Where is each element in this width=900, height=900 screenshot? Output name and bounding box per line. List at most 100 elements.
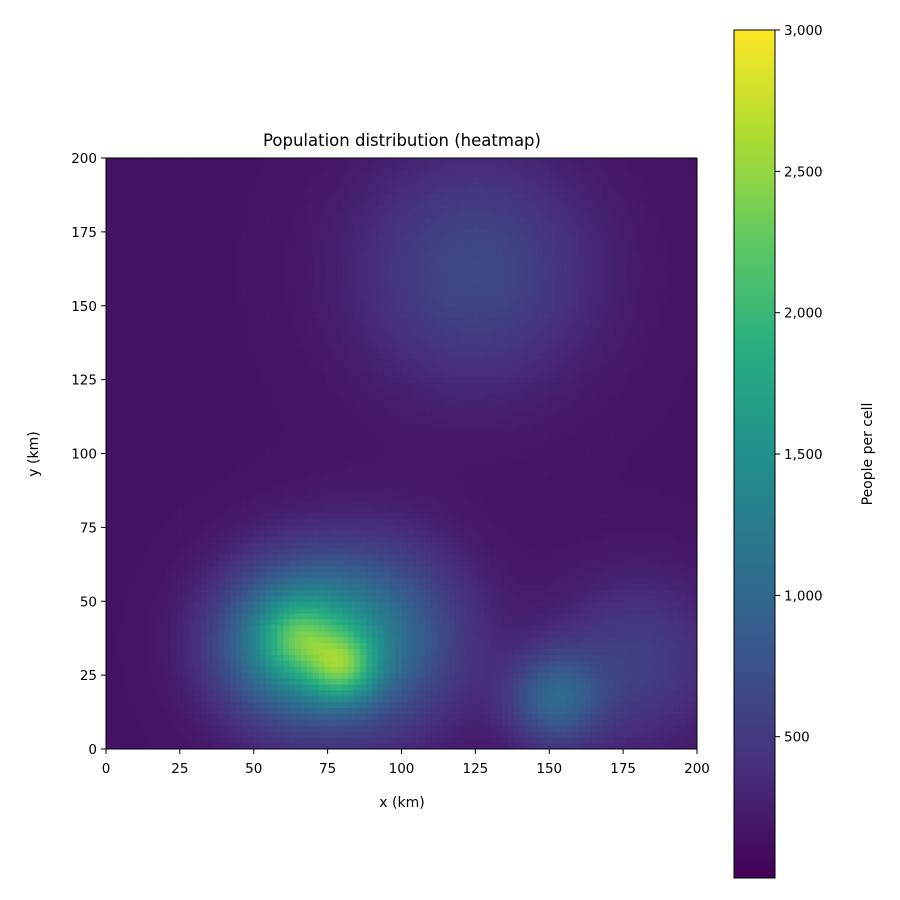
heatmap-cell [425, 571, 432, 579]
heatmap-cell [673, 713, 680, 720]
heatmap-cell [301, 725, 308, 732]
heatmap-cell [306, 678, 314, 685]
heatmap-cell [259, 565, 267, 573]
heatmap-cell [212, 701, 219, 709]
heatmap-cell [425, 678, 432, 685]
heatmap-cell [171, 636, 178, 644]
heatmap-cell [283, 565, 290, 573]
heatmap-cell [525, 518, 533, 525]
heatmap-cell [366, 636, 373, 644]
heatmap-cell [543, 589, 550, 596]
heatmap-cell [159, 618, 166, 626]
heatmap-cell [176, 453, 184, 460]
heatmap-cell [342, 666, 349, 673]
heatmap-cell [106, 648, 113, 655]
heatmap-cell [165, 731, 172, 738]
heatmap-cell [141, 548, 148, 555]
heatmap-cell [218, 695, 225, 703]
heatmap-cell [590, 743, 598, 750]
heatmap-cell [236, 601, 243, 608]
heatmap-cell [496, 642, 503, 650]
heatmap-cell [336, 613, 343, 620]
heatmap-cell [484, 743, 491, 750]
heatmap-cell [484, 559, 491, 567]
heatmap-cell [466, 642, 473, 650]
heatmap-cell [354, 577, 361, 585]
heatmap-cell [649, 465, 657, 472]
heatmap-cell [389, 683, 397, 691]
heatmap-cell [277, 500, 284, 508]
heatmap-cell [667, 737, 674, 744]
heatmap-cell [324, 613, 332, 620]
heatmap-cell [194, 553, 202, 561]
heatmap-cell [366, 737, 373, 744]
heatmap-cell [129, 642, 137, 650]
heatmap-cell [389, 695, 397, 703]
heatmap-cell [667, 494, 674, 502]
heatmap-cell [608, 654, 615, 661]
heatmap-cell [194, 719, 202, 726]
heatmap-cell [259, 483, 267, 490]
heatmap-cell [135, 601, 142, 608]
heatmap-cell [667, 577, 674, 585]
heatmap-cell [117, 678, 125, 685]
heatmap-cell [685, 465, 692, 472]
heatmap-cell [631, 660, 639, 667]
heatmap-cell [247, 465, 255, 472]
heatmap-cell [135, 695, 142, 703]
heatmap-cell [496, 471, 503, 478]
heatmap-cell [354, 542, 361, 549]
heatmap-cell [460, 494, 468, 502]
heatmap-cell [413, 536, 420, 543]
heatmap-cell [171, 542, 178, 549]
heatmap-cell [637, 512, 645, 520]
heatmap-cell [655, 536, 663, 543]
heatmap-cell [389, 607, 397, 614]
heatmap-cell [608, 542, 615, 549]
heatmap-cell [295, 483, 302, 490]
heatmap-cell [330, 607, 337, 614]
heatmap-cell [218, 453, 225, 460]
heatmap-cell [531, 553, 538, 561]
heatmap-cell [165, 536, 172, 543]
heatmap-cell [182, 548, 190, 555]
heatmap-cell [395, 536, 402, 543]
heatmap-cell [182, 683, 190, 691]
heatmap-cell [194, 571, 202, 579]
heatmap-cell [141, 678, 148, 685]
heatmap-cell [685, 494, 692, 502]
heatmap-cell [685, 548, 692, 555]
heatmap-cell [165, 577, 172, 585]
heatmap-cell [685, 583, 692, 590]
heatmap-cell [484, 453, 491, 460]
heatmap-cell [306, 743, 314, 750]
heatmap-cell [460, 583, 468, 590]
heatmap-cell [501, 695, 509, 703]
heatmap-cell [389, 536, 397, 543]
heatmap-cell [212, 601, 219, 608]
heatmap-cell [655, 577, 663, 585]
heatmap-cell [614, 500, 621, 508]
heatmap-cell [224, 512, 231, 520]
heatmap-cell [525, 719, 533, 726]
heatmap-cell [531, 672, 538, 679]
heatmap-cell [395, 607, 402, 614]
heatmap-cell [643, 595, 651, 602]
heatmap-cell [442, 530, 450, 537]
heatmap-cell [265, 542, 272, 549]
heatmap-cell [111, 571, 119, 579]
heatmap-cell [525, 689, 533, 697]
heatmap-cell [685, 459, 692, 466]
heatmap-cell [596, 459, 603, 466]
heatmap-cell [271, 477, 278, 484]
heatmap-cell [336, 512, 343, 520]
heatmap-cell [171, 506, 178, 514]
heatmap-cell [555, 577, 562, 585]
heatmap-cell [691, 494, 698, 502]
heatmap-cell [159, 565, 166, 573]
heatmap-cell [324, 624, 332, 632]
heatmap-cell [200, 471, 207, 478]
heatmap-cell [442, 453, 450, 460]
heatmap-cell [324, 595, 332, 602]
heatmap-cell [608, 524, 615, 531]
